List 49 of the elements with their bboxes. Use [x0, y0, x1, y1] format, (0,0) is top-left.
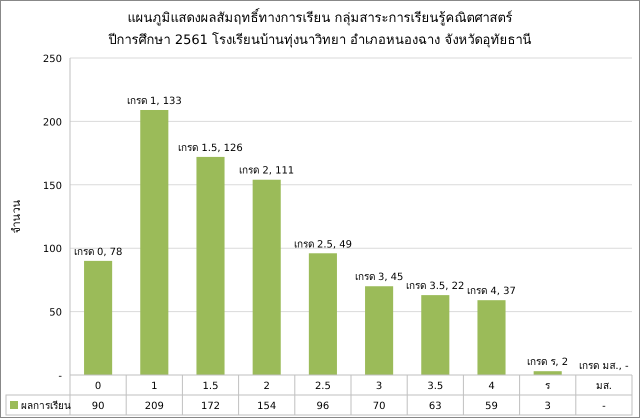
y-tick-label: 50 — [49, 308, 62, 319]
bar — [308, 253, 337, 375]
annotation: เกรด 1.5, 126 — [178, 142, 243, 154]
x-tick-label: 3 — [376, 381, 382, 392]
bar — [477, 300, 506, 375]
annotation: เกรด 4, 37 — [467, 286, 516, 298]
data-label: 172 — [200, 401, 220, 412]
x-tick-label: 1.5 — [202, 381, 218, 392]
chart-subtitle: ปีการศึกษา 2561 โรงเรียนบ้านทุ่งนาวิทยา อำเภอหนองฉาง จังหวัดอุทัยธานี — [108, 32, 532, 48]
data-label: 3 — [544, 401, 551, 412]
x-tick-label: 2.5 — [314, 381, 331, 392]
annotation: เกรด 2.5, 49 — [294, 239, 352, 250]
y-axis-title: จำนวน — [10, 200, 23, 234]
x-tick-label: 2 — [264, 381, 270, 392]
x-tick-label: 4 — [488, 381, 495, 392]
annotation: เกรด ร, 2 — [527, 357, 568, 368]
data-label: 90 — [92, 401, 104, 412]
data-label: 70 — [372, 401, 386, 412]
bar — [196, 156, 225, 375]
bar — [365, 286, 394, 375]
bar — [252, 180, 281, 375]
data-label: 209 — [144, 401, 164, 412]
bar — [84, 260, 112, 375]
y-tick-label: 100 — [42, 244, 62, 256]
bar — [140, 110, 168, 375]
x-tick-label: ร — [545, 381, 552, 392]
data-label: 59 — [485, 401, 498, 412]
annotation: เกรด 3, 45 — [354, 272, 404, 284]
legend-label: ผลการเรียน — [21, 400, 71, 412]
y-tick-label: 250 — [42, 54, 62, 65]
y-tick-label: 150 — [42, 180, 62, 192]
data-label: 63 — [428, 401, 442, 412]
chart-title: แผนภูมิแสดงผลสัมฤทธิ์ทางการเรียน กลุ่มสาระการเรียนรู้คณิตศาสตร์ — [127, 8, 513, 26]
annotation: เกรด 1, 133 — [126, 96, 182, 107]
x-tick-label: มส. — [596, 381, 612, 392]
x-tick-label: 3.5 — [427, 381, 444, 392]
text: - — [602, 401, 606, 412]
data-label: 154 — [257, 401, 276, 412]
x-tick-label: 0 — [94, 381, 102, 392]
annotation: เกรด 2, 111 — [239, 166, 294, 177]
annotation: เกรด 3.5, 22 — [406, 281, 464, 292]
y-tick-label: 200 — [42, 117, 62, 128]
bar — [534, 371, 562, 375]
y-tick-label: - — [58, 371, 62, 382]
x-tick-label: 1 — [151, 381, 158, 392]
annotation: เกรด มส., - — [579, 361, 629, 372]
data-label: 96 — [316, 401, 330, 412]
annotation: เกรด 0, 78 — [74, 246, 122, 258]
bar — [421, 295, 450, 375]
